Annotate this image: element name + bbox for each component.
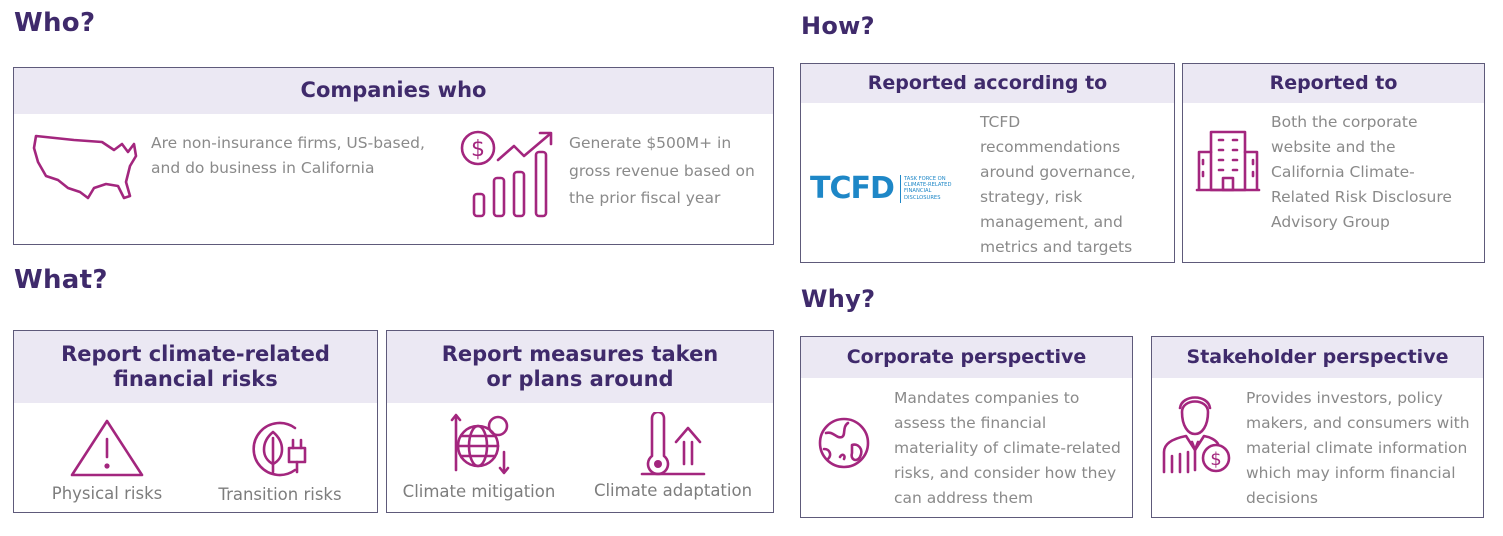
companies-who-header: Companies who [14, 68, 773, 114]
thermometer-arrow-icon [640, 412, 706, 476]
physical-risks-label: Physical risks [51, 484, 163, 503]
reported-to-box: Reported to [1182, 63, 1485, 263]
reported-according-text: TCFD recommendations around governance, … [980, 113, 1136, 256]
stakeholder-perspective-header: Stakeholder perspective [1152, 337, 1483, 378]
globe-arrows-icon [448, 412, 512, 476]
how-heading: How? [801, 12, 875, 40]
businessman-dollar-icon: $ [1160, 390, 1234, 474]
stakeholder-perspective-box: Stakeholder perspective [1151, 336, 1484, 518]
companies-who-box: Companies who [13, 67, 774, 245]
reported-according-box: Reported according to [800, 63, 1175, 263]
tcfd-logo-subtext: TASK FORCE ON CLIMATE-RELATED FINANCIAL … [904, 176, 952, 201]
leaf-plug-icon [243, 418, 319, 480]
corporate-perspective-text: Mandates companies to assess the financi… [894, 389, 1121, 507]
corporate-perspective-header: Corporate perspective [801, 337, 1132, 378]
tcfd-logo-text: TCFD [810, 171, 895, 206]
reported-to-header: Reported to [1183, 64, 1484, 103]
who-item2-text: Generate $500M+ in gross revenue based o… [569, 134, 755, 207]
what-heading: What? [14, 265, 108, 295]
climate-risks-box: Report climate-related financial risks [13, 330, 378, 513]
climate-mitigation-label: Climate mitigation [402, 482, 556, 501]
corporate-perspective-box: Corporate perspective [800, 336, 1133, 518]
stakeholder-perspective-text: Provides investors, policy makers, and c… [1246, 389, 1470, 507]
transition-risks-label: Transition risks [218, 485, 342, 504]
earth-hand-icon [812, 415, 878, 473]
who-item1-text: Are non-insurance firms, US-based, and d… [151, 134, 425, 177]
measures-box: Report measures taken or plans around [386, 330, 774, 513]
usa-map-icon [30, 130, 140, 202]
who-heading: Who? [14, 8, 96, 38]
reported-to-text: Both the corporate website and the Calif… [1271, 113, 1452, 231]
tcfd-logo: TCFD TASK FORCE ON CLIMATE-RELATED FINAN… [810, 172, 970, 206]
svg-text:$: $ [471, 137, 485, 162]
why-heading: Why? [801, 285, 876, 313]
climate-risks-header: Report climate-related financial risks [14, 331, 377, 403]
reported-according-header: Reported according to [801, 64, 1174, 103]
dollar-growth-icon: $ [458, 126, 558, 220]
svg-text:$: $ [1210, 449, 1221, 470]
climate-adaptation-label: Climate adaptation [593, 481, 753, 500]
office-building-icon [1195, 128, 1261, 192]
measures-header: Report measures taken or plans around [387, 331, 773, 403]
warning-icon [68, 417, 146, 479]
